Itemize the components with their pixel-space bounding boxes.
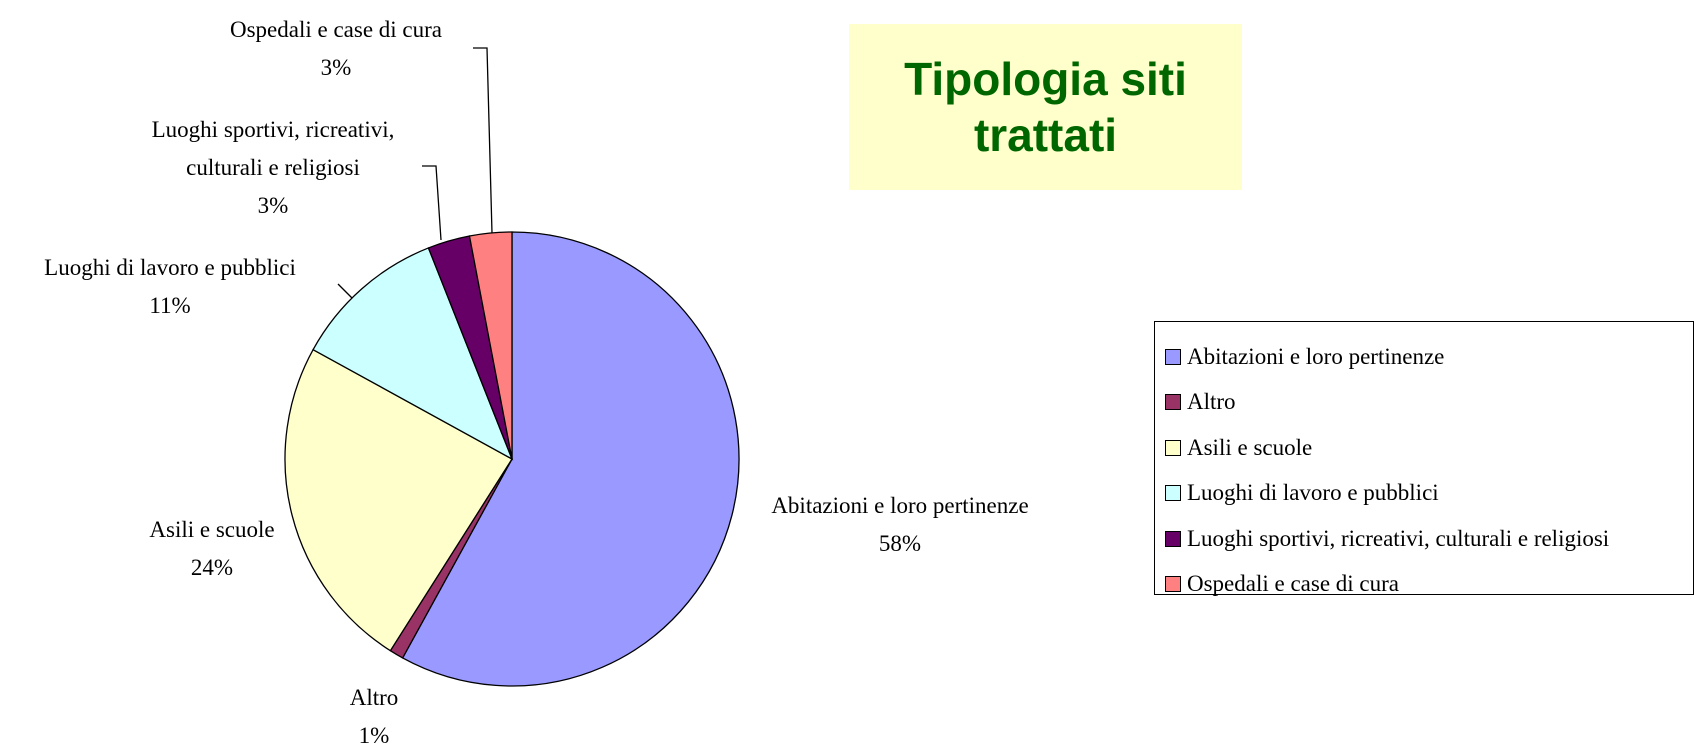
legend-item: Asili e scuole: [1155, 425, 1693, 471]
chart-title: Tipologia siti trattati: [849, 24, 1242, 190]
legend-item: Altro: [1155, 380, 1693, 426]
pie-slice: [312, 247, 514, 461]
leader-line: [473, 47, 493, 234]
legend-label: Ospedali e case di cura: [1187, 571, 1400, 597]
legend-item: Luoghi sportivi, ricreativi, culturali e…: [1155, 516, 1693, 562]
leader-line: [337, 283, 353, 299]
data-label: Luoghi di lavoro e pubblici 11%: [0, 249, 340, 325]
leader-lines: [337, 47, 493, 299]
legend-swatch: [1165, 394, 1181, 411]
legend-label: Asili e scuole: [1187, 434, 1313, 460]
data-label-value: 1%: [358, 723, 390, 748]
legend-swatch: [1165, 576, 1181, 593]
legend-item: Ospedali e case di cura: [1155, 562, 1693, 608]
pie-slice: [468, 231, 513, 460]
legend-label: Altro: [1187, 389, 1236, 415]
pie-slice: [284, 348, 513, 652]
data-label-value: 3%: [257, 193, 289, 218]
data-label-name: Luoghi sportivi, ricreativi, culturali e…: [151, 117, 395, 180]
pie-slice: [401, 231, 740, 687]
legend-swatch: [1165, 439, 1181, 456]
data-label-name: Altro: [349, 685, 399, 710]
data-label-name: Asili e scuole: [149, 517, 275, 542]
legend-label: Abitazioni e loro pertinenze: [1187, 343, 1445, 369]
data-label-value: 24%: [190, 555, 234, 580]
data-label: Asili e scuole 24%: [112, 511, 312, 587]
data-label-name: Luoghi di lavoro e pubblici: [44, 255, 296, 280]
leader-line: [422, 165, 442, 241]
legend: Abitazioni e loro pertinenze Altro Asili e…: [1154, 321, 1694, 596]
data-label-value: 3%: [320, 55, 352, 80]
data-label-value: 11%: [149, 293, 191, 318]
data-label-name: Abitazioni e loro pertinenze: [771, 493, 1029, 518]
legend-item: Abitazioni e loro pertinenze: [1155, 334, 1693, 380]
legend-swatch: [1165, 485, 1181, 502]
data-label-value: 58%: [878, 531, 922, 556]
data-label: Abitazioni e loro pertinenze 58%: [730, 487, 1070, 563]
legend-item: Luoghi di lavoro e pubblici: [1155, 471, 1693, 517]
data-label: Ospedali e case di cura 3%: [186, 11, 486, 87]
legend-label: Luoghi sportivi, ricreativi, culturali e…: [1187, 525, 1610, 551]
data-label: Altro 1%: [314, 679, 434, 755]
data-label: Luoghi sportivi, ricreativi, culturali e…: [123, 111, 423, 225]
legend-swatch: [1165, 530, 1181, 547]
legend-label: Luoghi di lavoro e pubblici: [1187, 480, 1439, 506]
legend-swatch: [1165, 348, 1181, 365]
data-label-name: Ospedali e case di cura: [229, 17, 442, 42]
